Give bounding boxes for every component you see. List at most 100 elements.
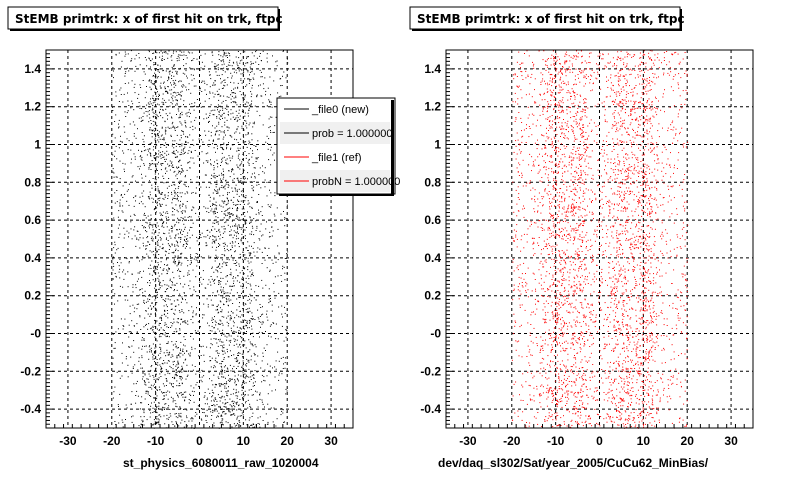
- left-scatter-point: [222, 411, 224, 412]
- left-scatter-point: [174, 83, 176, 84]
- left-scatter-point: [178, 333, 180, 335]
- left-scatter-point: [208, 406, 210, 408]
- left-scatter-point: [248, 361, 250, 363]
- right-scatter-point: [677, 159, 679, 161]
- left-scatter-point: [178, 167, 180, 168]
- left-scatter-point: [237, 68, 238, 69]
- left-scatter-point: [127, 53, 129, 55]
- left-scatter-point: [253, 186, 255, 188]
- left-scatter-point: [126, 200, 128, 202]
- legend-label-3: probN = 1.000000: [312, 176, 400, 188]
- left-scatter-point: [183, 312, 185, 314]
- left-scatter-point: [161, 138, 163, 140]
- left-scatter-point: [261, 95, 263, 97]
- left-scatter-point: [266, 181, 268, 183]
- left-scatter-point: [222, 201, 224, 203]
- left-scatter-point: [248, 245, 250, 247]
- left-scatter-point: [161, 273, 163, 275]
- left-scatter-point: [188, 150, 190, 152]
- left-scatter-point: [223, 67, 225, 69]
- left-scatter-point: [213, 374, 215, 376]
- left-scatter-point: [139, 84, 141, 86]
- right-scatter-point: [603, 185, 605, 187]
- left-scatter-point: [222, 138, 224, 140]
- left-scatter-point: [172, 100, 174, 102]
- left-scatter-point: [225, 413, 227, 415]
- left-scatter-point: [223, 344, 225, 346]
- left-scatter-point: [125, 419, 126, 420]
- left-scatter-point: [173, 214, 175, 216]
- left-scatter-point: [241, 161, 243, 163]
- left-scatter-point: [203, 303, 205, 305]
- left-scatter-point: [189, 352, 191, 354]
- left-scatter-point: [154, 157, 156, 159]
- left-scatter-point: [153, 146, 155, 148]
- left-scatter-point: [250, 300, 252, 302]
- left-scatter-point: [226, 84, 228, 86]
- right-scatter-point: [668, 61, 670, 63]
- left-scatter-point: [177, 366, 179, 368]
- left-scatter-point: [174, 263, 176, 265]
- right-scatter-point: [622, 313, 624, 315]
- left-scatter-point: [240, 375, 242, 377]
- left-scatter-point: [159, 155, 161, 157]
- right-scatter-point: [574, 79, 576, 81]
- left-scatter-point: [210, 360, 212, 361]
- left-scatter-point: [173, 318, 175, 320]
- left-scatter-point: [190, 216, 192, 218]
- right-scatter-point: [614, 278, 616, 280]
- right-scatter-point: [657, 334, 659, 336]
- left-scatter-point: [257, 355, 259, 357]
- left-scatter-point: [185, 299, 186, 301]
- left-scatter-point: [172, 361, 174, 363]
- left-scatter-point: [211, 325, 213, 327]
- left-scatter-point: [222, 353, 224, 355]
- left-scatter-point: [181, 371, 183, 373]
- left-scatter-point: [132, 103, 134, 105]
- left-scatter-point: [255, 161, 257, 162]
- left-scatter-point: [148, 80, 150, 82]
- left-scatter-point: [177, 143, 179, 145]
- left-scatter-point: [177, 192, 179, 193]
- left-scatter-point: [180, 232, 181, 234]
- left-scatter-point: [186, 77, 188, 79]
- left-scatter-point: [158, 69, 159, 71]
- left-scatter-point: [224, 130, 225, 132]
- left-scatter-point: [155, 113, 157, 115]
- left-scatter-point: [143, 380, 145, 381]
- left-scatter-point: [142, 378, 143, 380]
- left-scatter-point: [172, 397, 174, 399]
- left-scatter-point: [187, 161, 189, 163]
- left-scatter-point: [129, 346, 131, 348]
- left-scatter-point: [247, 133, 249, 135]
- left-scatter-point: [230, 327, 232, 329]
- left-scatter-point: [239, 159, 241, 161]
- right-scatter-point: [651, 66, 653, 68]
- left-scatter-point: [259, 248, 261, 250]
- left-scatter-point: [164, 168, 166, 170]
- left-scatter-point: [244, 373, 246, 375]
- left-scatter-point: [228, 259, 230, 261]
- right-scatter-point: [522, 286, 524, 288]
- left-scatter-point: [222, 424, 224, 426]
- left-scatter-point: [219, 330, 221, 332]
- right-scatter-point: [643, 294, 645, 296]
- left-scatter-point: [207, 152, 209, 154]
- right-scatter-point: [521, 356, 523, 358]
- right-scatter-point: [558, 386, 560, 387]
- left-scatter-point: [251, 87, 253, 89]
- left-scatter-point: [236, 343, 238, 345]
- left-scatter-point: [158, 173, 159, 175]
- left-scatter-point: [194, 150, 196, 151]
- left-scatter-point: [286, 411, 288, 413]
- left-scatter-point: [226, 371, 228, 372]
- right-scatter-point: [612, 193, 614, 195]
- left-scatter-point: [161, 319, 163, 321]
- left-scatter-point: [163, 137, 165, 139]
- left-scatter-point: [274, 276, 276, 278]
- left-scatter-point: [156, 52, 158, 54]
- left-scatter-point: [158, 423, 160, 425]
- left-scatter-point: [189, 247, 191, 249]
- left-scatter-point: [203, 80, 205, 82]
- left-scatter-point: [154, 370, 156, 372]
